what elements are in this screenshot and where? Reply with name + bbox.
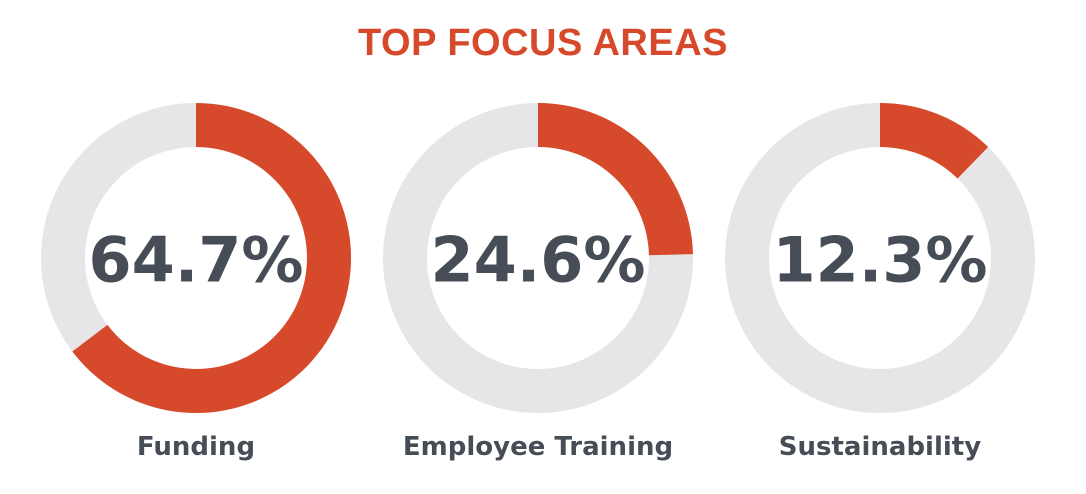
chart-title: TOP FOCUS AREAS (358, 22, 728, 64)
category-label-funding: Funding (137, 432, 255, 462)
percent-label-employee-training: 24.6% (430, 224, 645, 297)
percent-label-funding: 64.7% (88, 224, 303, 297)
category-label-employee-training: Employee Training (403, 432, 673, 462)
donut-arc-funding (72, 103, 352, 413)
percent-label-sustainability: 12.3% (772, 224, 987, 297)
donut-arc-employee-training (538, 103, 693, 256)
category-label-sustainability: Sustainability (779, 432, 981, 462)
donut-sustainability: 12.3% Sustainability (725, 103, 1035, 462)
donut-employee-training: 24.6% Employee Training (383, 103, 693, 462)
donut-funding: 64.7% Funding (41, 103, 352, 462)
donut-arc-sustainability (880, 103, 989, 179)
